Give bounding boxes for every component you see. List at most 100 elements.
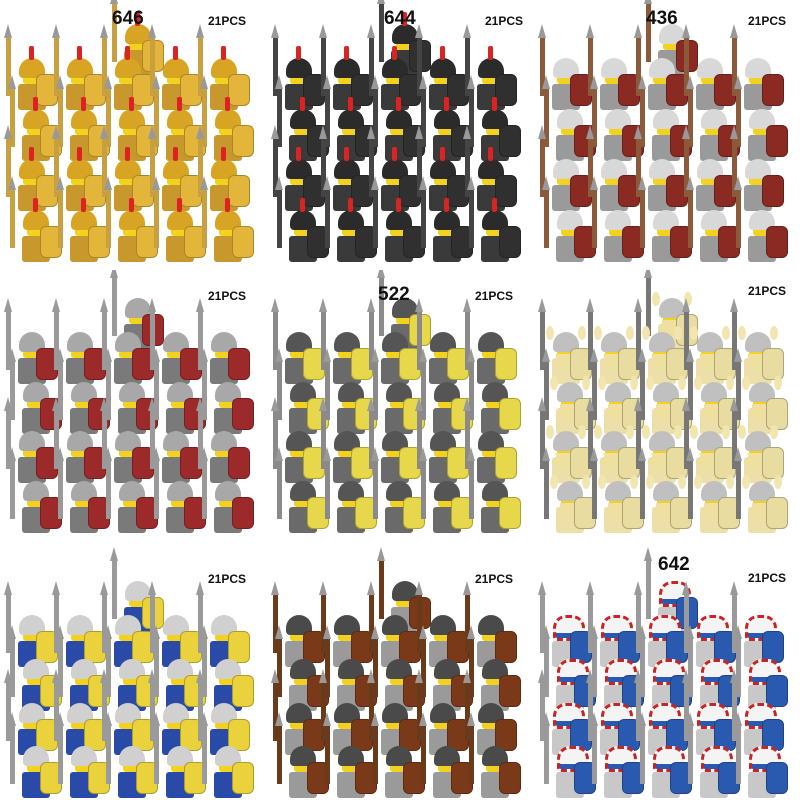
spear (319, 397, 327, 469)
helmet (701, 108, 727, 129)
helmet (334, 431, 360, 451)
spear (4, 24, 12, 96)
shield (762, 74, 784, 106)
minifigure (323, 446, 377, 533)
spear (200, 74, 208, 147)
horn (678, 474, 686, 489)
minifigure (371, 446, 425, 533)
spear (56, 175, 64, 248)
minifigure (734, 175, 788, 262)
spear (463, 298, 471, 370)
spear (734, 74, 742, 147)
spear (110, 0, 118, 62)
helmet (334, 332, 360, 352)
horn (738, 425, 746, 439)
piece-count-label: 21PCS (475, 289, 514, 303)
helmet (745, 159, 771, 179)
plume (492, 197, 497, 212)
spear (590, 446, 598, 519)
plume (440, 147, 445, 161)
helmet (19, 58, 45, 78)
helmet (430, 431, 456, 451)
helmet (167, 108, 193, 129)
minifigure (319, 24, 373, 110)
plume (125, 147, 130, 161)
helmet (749, 209, 775, 230)
horn (594, 425, 602, 439)
shield (766, 496, 788, 529)
spear (367, 24, 375, 96)
horn (598, 375, 606, 390)
horn (630, 474, 638, 489)
horn (598, 474, 606, 489)
plume (173, 46, 178, 60)
spear (634, 125, 642, 197)
horn (550, 375, 558, 390)
spear (275, 175, 283, 248)
spear (152, 175, 160, 248)
product-panel-6: 21PCS (534, 270, 800, 540)
spear (104, 175, 112, 248)
spear (323, 446, 331, 519)
minifigure-army-image (0, 0, 267, 270)
helmet (119, 480, 145, 501)
minifigure (100, 24, 154, 110)
spear (542, 446, 550, 519)
spear (467, 175, 475, 248)
spear (8, 74, 16, 147)
spear (686, 74, 694, 147)
spear (100, 397, 108, 469)
plume (396, 96, 401, 111)
minifigure (686, 74, 740, 161)
spear (152, 712, 160, 785)
plume (81, 197, 86, 212)
spear (319, 298, 327, 370)
minifigure (200, 347, 254, 434)
spear (542, 712, 550, 785)
helmet (119, 209, 145, 230)
minifigure (275, 74, 329, 161)
minifigure (196, 298, 250, 384)
helmet (697, 58, 723, 78)
spear (196, 24, 204, 96)
shield (495, 447, 517, 479)
helmet (290, 108, 316, 129)
minifigure (419, 74, 473, 161)
plume (77, 46, 82, 60)
minifigure (415, 24, 469, 110)
spear (275, 712, 283, 785)
minifigure (200, 446, 254, 533)
spear (419, 175, 427, 248)
piece-count-label: 21PCS (485, 14, 524, 28)
spear (319, 125, 327, 197)
spear (590, 74, 598, 147)
minifigure (586, 298, 640, 384)
minifigure (367, 298, 421, 384)
helmet (163, 159, 189, 179)
helmet (745, 332, 771, 352)
helmet (163, 431, 189, 451)
spear (644, 270, 652, 336)
minifigure (196, 125, 250, 211)
minifigure (367, 24, 421, 110)
horn (642, 425, 650, 439)
helmet (482, 108, 508, 129)
helmet (553, 58, 579, 78)
helmet (392, 24, 418, 44)
shield (499, 762, 521, 795)
minifigure (730, 298, 784, 384)
spear (634, 24, 642, 96)
helmet (434, 480, 460, 501)
minifigure (319, 298, 373, 384)
helmet (67, 159, 93, 179)
plume (29, 46, 34, 60)
spear (200, 347, 208, 420)
product-panel-4: 21PCS (0, 270, 267, 540)
spear (56, 74, 64, 147)
spear (275, 347, 283, 420)
piece-count-label: 21PCS (748, 284, 787, 298)
spear (538, 125, 546, 197)
helmet (19, 431, 45, 451)
spear (377, 547, 385, 619)
helmet (115, 58, 141, 78)
